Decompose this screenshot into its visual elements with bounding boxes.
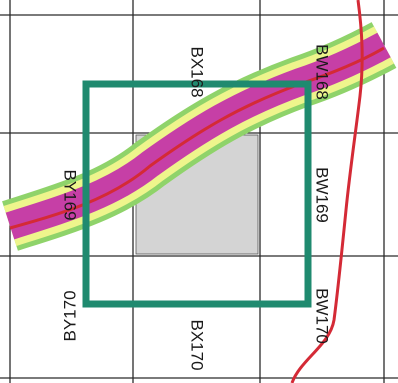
road-line [290, 0, 364, 383]
grid-label-bw169: BW169 [312, 167, 332, 223]
grid-label-bx170: BX170 [187, 319, 207, 371]
grid-label-by170: BY170 [60, 290, 80, 342]
grid-label-by169: BY169 [60, 169, 80, 221]
grid-label-bw170: BW170 [312, 288, 332, 344]
corridor-band [2, 22, 397, 251]
grid-label-bw168: BW168 [312, 44, 332, 100]
band-inner [5, 32, 391, 240]
corridor-centerline [9, 46, 385, 230]
grid-label-bx168: BX168 [187, 46, 207, 98]
study-area-frame[interactable] [82, 80, 312, 308]
